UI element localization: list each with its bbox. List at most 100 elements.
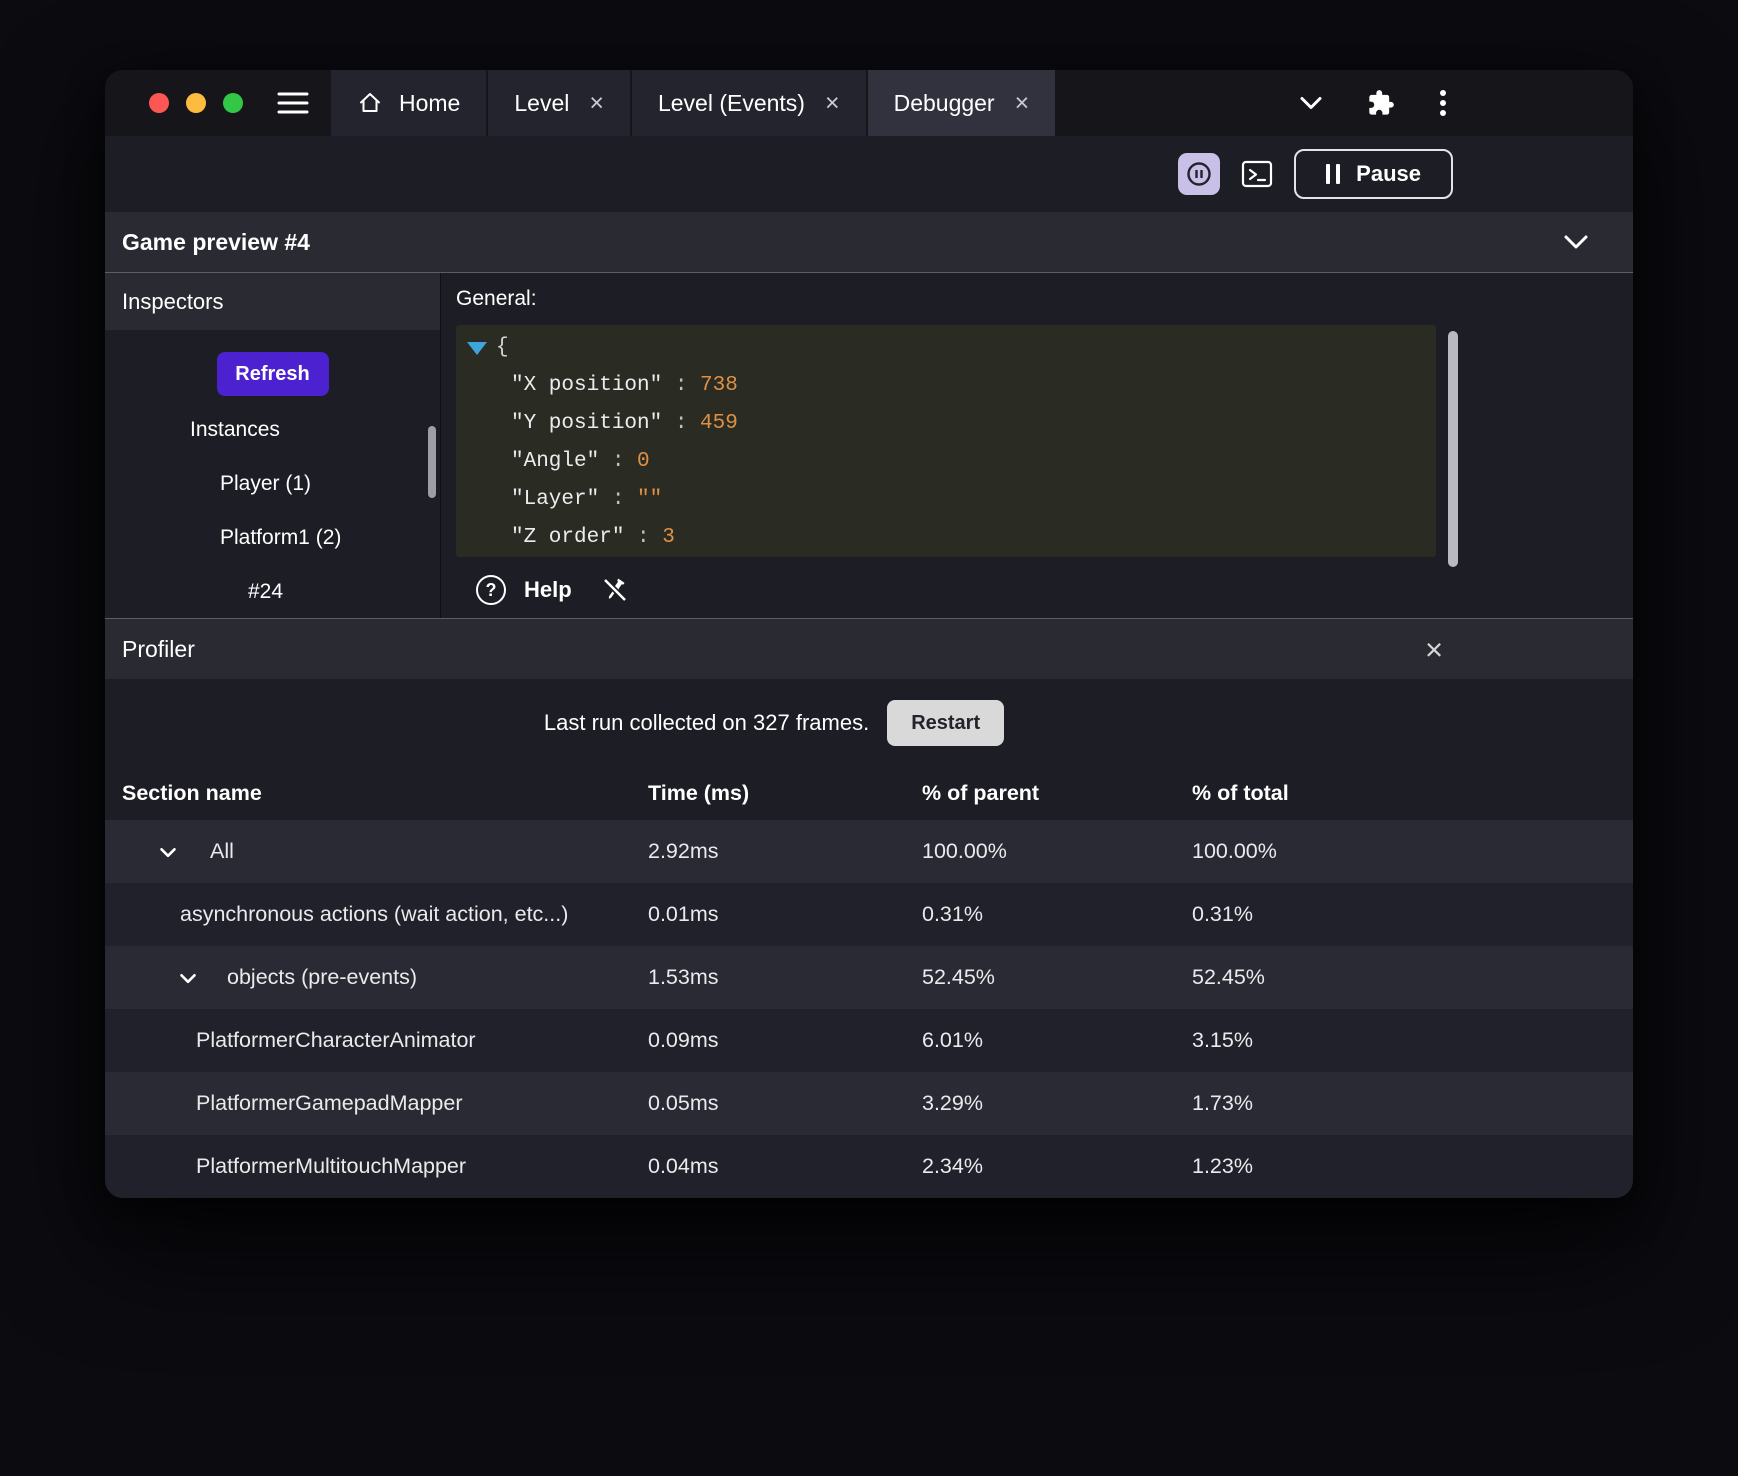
titlebar-right-controls <box>1299 89 1633 117</box>
close-tab-icon[interactable]: × <box>589 88 604 117</box>
chevron-down-icon[interactable] <box>1563 212 1589 272</box>
tree-item-instance-24[interactable]: #24 <box>248 580 284 603</box>
general-heading: General: <box>456 287 537 310</box>
zoom-window-button[interactable] <box>223 93 243 113</box>
percent-of-parent-cell: 3.29% <box>922 1091 983 1115</box>
tab-home[interactable]: Home <box>331 70 487 136</box>
json-line: "Layer" : "" <box>456 481 1436 519</box>
percent-of-parent-cell: 52.45% <box>922 965 995 989</box>
profiler-table-header: Section name Time (ms) % of parent % of … <box>105 767 1633 820</box>
inspector-detail-panel: General: { "X position" : 738 "Y positio… <box>441 273 1633 618</box>
detail-scrollbar[interactable] <box>1448 331 1458 567</box>
json-key: "X position" <box>511 374 663 397</box>
profiler-toggle-button[interactable] <box>1178 153 1221 195</box>
pause-label: Pause <box>1356 161 1421 186</box>
inspectors-scrollbar[interactable] <box>428 426 436 498</box>
kebab-menu-icon[interactable] <box>1439 89 1447 117</box>
json-colon: : <box>599 488 638 511</box>
section-name: All <box>210 839 234 863</box>
tab-debugger[interactable]: Debugger × <box>867 70 1056 136</box>
tab-level[interactable]: Level × <box>488 70 630 136</box>
json-key: "Angle" <box>511 450 600 473</box>
json-line: "X position" : 738 <box>456 367 1436 405</box>
table-row: PlatformerCharacterAnimator 0.09ms 6.01%… <box>105 1009 1633 1072</box>
section-name: PlatformerCharacterAnimator <box>196 1028 476 1052</box>
table-row: asynchronous actions (wait action, etc..… <box>105 883 1633 946</box>
help-icon[interactable]: ? <box>476 575 506 605</box>
window-controls <box>105 93 243 113</box>
debugger-toolbar: Pause <box>105 136 1633 212</box>
tab-level-events[interactable]: Level (Events) × <box>631 70 866 136</box>
section-name-cell: objects (pre-events) <box>122 965 648 991</box>
close-tab-icon[interactable]: × <box>1014 88 1030 117</box>
tab-label: Level <box>514 89 570 116</box>
chevron-down-icon[interactable] <box>1299 96 1323 110</box>
collapse-triangle-icon[interactable] <box>467 342 487 355</box>
refresh-button[interactable]: Refresh <box>216 352 329 396</box>
time-cell: 1.53ms <box>648 965 719 989</box>
json-value: 3 <box>662 526 675 549</box>
table-row: objects (pre-events) 1.53ms 52.45% 52.45… <box>105 946 1633 1009</box>
percent-of-parent-cell: 100.00% <box>922 839 1007 863</box>
tab-label: Debugger <box>893 89 995 116</box>
json-key: "Y position" <box>511 412 663 435</box>
game-preview-title: Game preview #4 <box>122 228 310 255</box>
percent-of-total-cell: 1.73% <box>1192 1091 1253 1115</box>
time-cell: 0.09ms <box>648 1028 719 1052</box>
json-value: 459 <box>700 412 738 435</box>
json-key: "Z order" <box>511 526 625 549</box>
section-name: asynchronous actions (wait action, etc..… <box>180 902 569 926</box>
chevron-down-icon[interactable] <box>155 839 181 865</box>
inspectors-panel: Inspectors Refresh Instances Player (1) … <box>105 273 441 618</box>
main-menu-icon[interactable] <box>277 91 309 115</box>
json-view: { "X position" : 738 "Y position" : 459 … <box>456 325 1436 557</box>
time-cell: 0.04ms <box>648 1154 719 1178</box>
tree-item-platform1[interactable]: Platform1 (2) <box>220 526 342 549</box>
unpin-icon[interactable] <box>600 575 630 605</box>
section-name-cell: PlatformerCharacterAnimator <box>122 1028 648 1053</box>
extensions-puzzle-icon[interactable] <box>1367 89 1395 117</box>
table-row: All 2.92ms 100.00% 100.00% <box>105 820 1633 883</box>
section-name: objects (pre-events) <box>227 965 417 989</box>
json-colon: : <box>599 450 638 473</box>
percent-of-total-cell: 100.00% <box>1192 839 1277 863</box>
chevron-down-icon[interactable] <box>175 965 201 991</box>
close-window-button[interactable] <box>149 93 169 113</box>
circled-pause-icon <box>1185 160 1213 188</box>
game-preview-header[interactable]: Game preview #4 <box>105 212 1633 273</box>
percent-of-total-cell: 1.23% <box>1192 1154 1253 1178</box>
tab-label: Home <box>399 89 461 116</box>
time-cell: 0.01ms <box>648 902 719 926</box>
json-line: "Angle" : 0 <box>456 443 1436 481</box>
percent-of-parent-cell: 0.31% <box>922 902 983 926</box>
tree-item-player[interactable]: Player (1) <box>220 472 312 495</box>
time-cell: 2.92ms <box>648 839 719 863</box>
table-row: PlatformerMultitouchMapper 0.04ms 2.34% … <box>105 1135 1633 1198</box>
tab-label: Level (Events) <box>657 89 805 116</box>
column-header-percent-of-total: % of total <box>1192 781 1289 805</box>
column-header-percent-of-parent: % of parent <box>922 781 1040 805</box>
percent-of-total-cell: 3.15% <box>1192 1028 1253 1052</box>
help-label[interactable]: Help <box>524 577 572 602</box>
profiler-title: Profiler <box>122 635 195 662</box>
close-profiler-icon[interactable]: × <box>1425 631 1444 667</box>
json-value: 738 <box>700 374 738 397</box>
titlebar: Home Level × Level (Events) × Debugger × <box>105 70 1633 136</box>
profiler-status-row: Last run collected on 327 frames. Restar… <box>105 679 1633 767</box>
console-button[interactable] <box>1236 153 1278 195</box>
percent-of-parent-cell: 2.34% <box>922 1154 983 1178</box>
tree-item-instances[interactable]: Instances <box>190 418 280 441</box>
debugger-content: Inspectors Refresh Instances Player (1) … <box>105 273 1633 618</box>
inspectors-tree: Instances Player (1) Platform1 (2) #24 <box>105 403 440 618</box>
column-header-section-name: Section name <box>122 781 262 805</box>
close-tab-icon[interactable]: × <box>824 88 840 117</box>
minimize-window-button[interactable] <box>186 93 206 113</box>
json-colon: : <box>662 412 701 435</box>
json-open-brace: { <box>496 336 509 359</box>
restart-button[interactable]: Restart <box>887 700 1005 746</box>
percent-of-parent-cell: 6.01% <box>922 1028 983 1052</box>
pause-button[interactable]: Pause <box>1294 149 1453 199</box>
pause-icon <box>1326 164 1341 184</box>
inspectors-header: Inspectors <box>105 273 440 330</box>
inspectors-body: Refresh Instances Player (1) Platform1 (… <box>105 330 440 618</box>
